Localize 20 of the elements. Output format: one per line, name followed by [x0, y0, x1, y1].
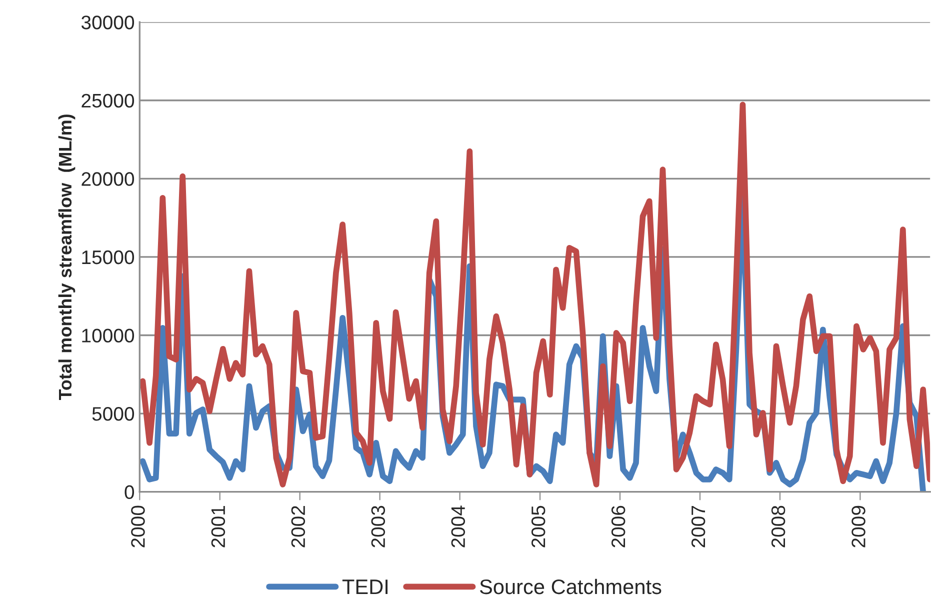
- x-tick-label: 2006: [611, 506, 626, 548]
- x-tick-label: 2003: [371, 506, 386, 548]
- x-tick-label: 2004: [451, 506, 466, 548]
- legend-label: TEDI: [342, 580, 388, 594]
- legend-label: Source Catchments: [480, 578, 662, 594]
- y-tick-label: 25000: [82, 94, 134, 108]
- y-tick-label: 10000: [82, 328, 134, 342]
- y-tick-label: 15000: [82, 250, 134, 264]
- x-tick-label: 2000: [131, 506, 145, 548]
- y-tick-label: 30000: [81, 16, 134, 30]
- x-tick-label: 2005: [531, 506, 546, 548]
- y-tick-label: 0: [124, 485, 134, 500]
- x-tick-label: 2008: [771, 506, 786, 548]
- y-axis-title: Total monthly streamflow (ML/m): [58, 114, 76, 400]
- x-tick-label: 2009: [852, 506, 866, 548]
- x-tick-label: 2002: [291, 506, 306, 548]
- x-tick-label: 2001: [211, 506, 226, 548]
- x-tick-label: 2007: [691, 506, 706, 548]
- y-tick-label: 5000: [92, 406, 134, 421]
- y-tick-label: 20000: [82, 172, 134, 186]
